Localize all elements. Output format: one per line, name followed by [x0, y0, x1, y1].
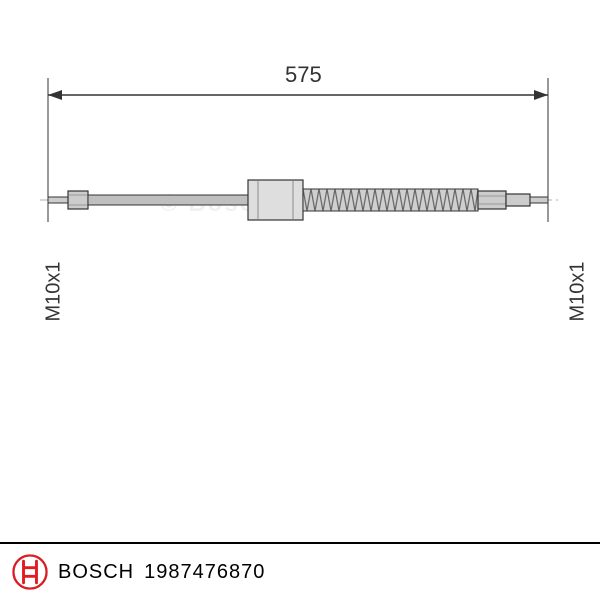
- hose-segment-1: [88, 195, 248, 205]
- dim-arrow-left: [48, 90, 62, 100]
- thread-spec-right: M10x1: [567, 261, 590, 321]
- footer-bar: BOSCH 1987476870: [0, 542, 600, 600]
- spring-coil: [303, 189, 478, 211]
- dimension-length-label: 575: [285, 62, 322, 88]
- left-thread-tip: [48, 197, 68, 203]
- technical-drawing: [0, 0, 600, 600]
- diagram-stage: © Bosch: [0, 0, 600, 600]
- right-fitting-b: [506, 194, 530, 206]
- left-hex-fitting: [68, 191, 88, 209]
- right-thread-tip: [530, 197, 548, 203]
- right-fitting-a: [478, 191, 506, 209]
- bosch-logo-icon: [12, 554, 48, 590]
- part-number: 1987476870: [144, 561, 265, 584]
- center-block: [248, 180, 303, 220]
- thread-spec-left: M10x1: [43, 261, 66, 321]
- brand-name: BOSCH: [58, 561, 134, 584]
- dim-arrow-right: [534, 90, 548, 100]
